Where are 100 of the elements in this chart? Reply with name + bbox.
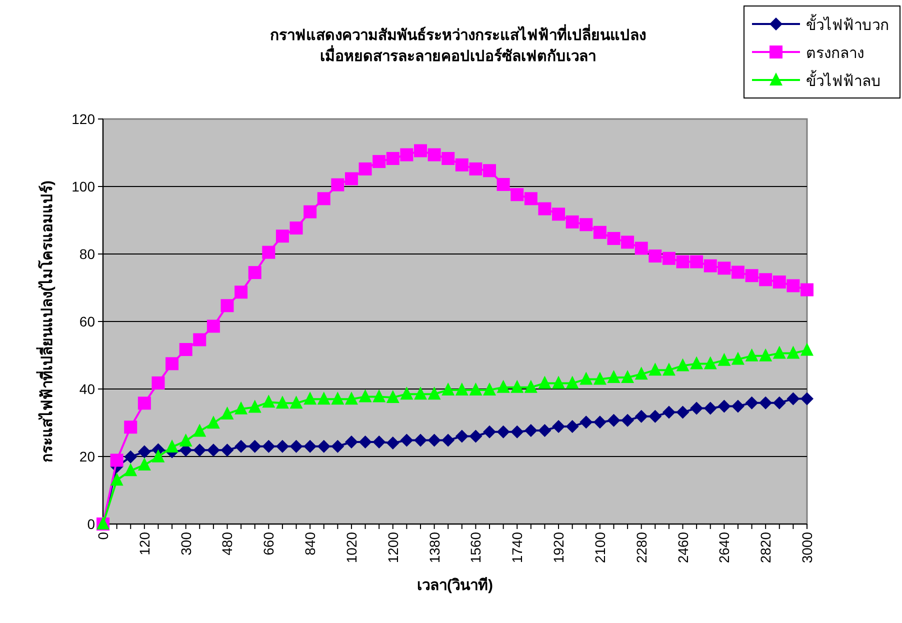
point: [110, 454, 124, 467]
x-tick-label: 1920: [550, 532, 567, 564]
point: [206, 444, 220, 457]
point: [358, 389, 372, 402]
point: [304, 392, 317, 405]
point: [442, 152, 455, 165]
point: [496, 425, 510, 438]
point: [220, 444, 234, 457]
point: [580, 416, 593, 429]
point: [386, 436, 400, 450]
point: [166, 440, 179, 453]
y-tick-label: 120: [72, 111, 96, 127]
point: [648, 250, 662, 263]
y-tick-label: 80: [79, 246, 96, 262]
point: [234, 440, 248, 453]
point: [690, 255, 704, 268]
point: [469, 162, 482, 176]
y-tick-label: 60: [79, 314, 96, 330]
point: [607, 232, 620, 245]
point: [248, 400, 262, 413]
y-tick-label: 100: [72, 178, 96, 194]
point: [331, 178, 344, 192]
point: [704, 356, 717, 370]
point: [621, 414, 634, 427]
point: [731, 266, 744, 279]
point: [386, 152, 400, 165]
point: [372, 389, 386, 402]
point: [110, 472, 124, 486]
point: [469, 430, 482, 443]
point: [262, 246, 276, 259]
point: [538, 202, 552, 216]
point: [676, 406, 690, 419]
point: [552, 420, 566, 433]
point: [538, 424, 552, 438]
point: [510, 425, 524, 438]
point: [331, 392, 344, 405]
point: [800, 392, 814, 406]
point: [276, 230, 289, 243]
point: [206, 320, 220, 333]
point: [759, 396, 772, 410]
y-tick-label: 40: [79, 381, 96, 397]
point: [317, 392, 330, 405]
x-tick-label: 840: [302, 532, 318, 556]
point: [718, 262, 731, 275]
point: [690, 402, 704, 415]
point: [718, 400, 731, 413]
point: [634, 366, 648, 380]
point: [593, 416, 606, 429]
point: [566, 376, 579, 389]
point: [262, 394, 276, 408]
point: [676, 255, 690, 268]
point: [428, 148, 441, 162]
x-tick-label: 2280: [633, 532, 650, 564]
point: [731, 400, 744, 413]
point: [483, 425, 496, 438]
point: [276, 396, 289, 409]
point: [386, 390, 400, 403]
point: [344, 435, 358, 448]
point: [552, 208, 566, 221]
legend-label: ขั้วไฟฟ้าบวก: [806, 14, 889, 34]
point: [400, 148, 414, 162]
point: [414, 386, 427, 400]
point: [552, 376, 566, 389]
point: [455, 158, 468, 172]
legend-label: ตรงกลาง: [806, 45, 864, 62]
x-tick-label: 1020: [343, 532, 360, 564]
point: [648, 410, 662, 423]
point: [759, 273, 772, 286]
x-tick-label: 120: [136, 532, 152, 556]
point: [234, 286, 248, 299]
point: [566, 420, 579, 433]
point: [538, 376, 552, 389]
point: [593, 372, 606, 385]
legend-label: ขั้วไฟฟ้าลบ: [806, 70, 881, 90]
point: [772, 396, 786, 410]
chart-title: กราฟแสดงความสัมพันธ์ระหว่างกระแสไฟฟ้าที่เปลี่ยนแปลง เมื่อหยดสารละลายคอปเปอร์ซัลเฟตกับเวลา: [270, 24, 646, 65]
point: [524, 192, 538, 206]
point: [414, 144, 427, 158]
point: [690, 356, 704, 370]
point: [304, 205, 317, 218]
point: [220, 299, 234, 312]
point: [704, 402, 717, 415]
x-tick-label: 2100: [592, 532, 608, 564]
point: [496, 178, 510, 191]
point: [786, 346, 800, 359]
point: [290, 396, 303, 409]
x-tick-label: 0: [95, 532, 111, 540]
point: [621, 236, 634, 249]
point: [124, 450, 138, 464]
y-tick-label: 20: [79, 448, 96, 464]
point: [317, 440, 330, 453]
point: [718, 352, 731, 366]
point: [483, 164, 496, 178]
point: [593, 226, 606, 239]
point: [662, 406, 676, 419]
point: [138, 396, 151, 410]
point: [607, 370, 620, 384]
point: [455, 430, 468, 443]
point: [469, 382, 482, 396]
point: [745, 396, 758, 410]
